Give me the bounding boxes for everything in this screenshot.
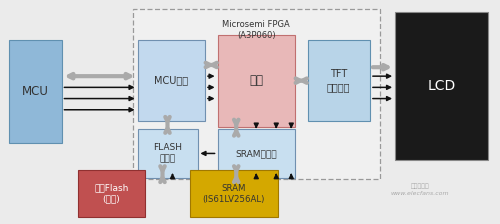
Bar [138,40,205,121]
Text: SRAM
(IS61LV256AL): SRAM (IS61LV256AL) [202,184,265,204]
Bar [218,35,295,127]
Bar [395,12,488,160]
Text: 旺宏Flash
(串行): 旺宏Flash (串行) [94,184,128,204]
Bar [78,170,145,217]
Bar [132,9,380,179]
Bar [9,40,62,143]
Bar [218,129,295,178]
Text: FLASH
控制器: FLASH 控制器 [153,143,182,164]
Text: TFT
时序控制: TFT 时序控制 [327,69,350,92]
Text: 仲裁: 仲裁 [249,74,263,87]
Bar [308,40,370,121]
Text: MCU接口: MCU接口 [154,76,188,86]
Text: 电子发烧友
www.elecfans.com: 电子发烧友 www.elecfans.com [390,184,450,196]
Text: LCD: LCD [427,79,456,93]
Text: Microsemi FPGA
(A3P060): Microsemi FPGA (A3P060) [222,20,290,40]
Text: MCU: MCU [22,85,48,98]
Bar [138,129,198,178]
Text: SRAM控制器: SRAM控制器 [236,149,277,158]
Bar [190,170,278,217]
